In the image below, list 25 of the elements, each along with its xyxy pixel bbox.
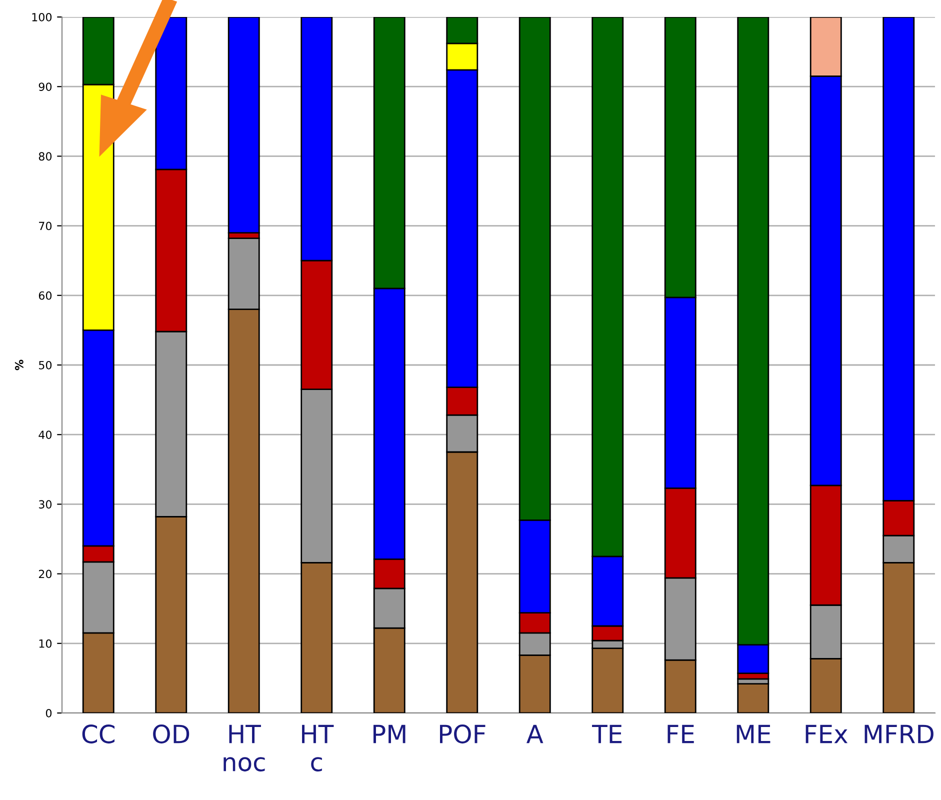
x-tick-label: FE [668, 724, 694, 744]
y-tick-label: 100 [32, 12, 52, 22]
y-tick-label: 50 [38, 360, 52, 370]
x-tick-label: OD [153, 724, 190, 744]
y-tick-label: 30 [38, 500, 52, 509]
x-tick-label: PM [374, 724, 406, 744]
y-tick-label: 10 [39, 639, 52, 648]
y-tick-label: 90 [38, 82, 52, 91]
x-tick-label: POF [440, 724, 486, 744]
y-axis-title: % [14, 360, 24, 370]
x-tick-label: MFRD [864, 724, 934, 744]
bar [737, 683, 770, 713]
x-tick-label: A [526, 724, 544, 744]
x-tick-label: HT c [302, 724, 334, 772]
x-tick-label: ME [736, 724, 770, 744]
y-tick-label: 80 [38, 152, 52, 161]
y-tick-label: 60 [38, 291, 52, 300]
x-tick-label: CC [82, 724, 114, 744]
y-tick-label: 40 [38, 430, 52, 439]
x-tick-label: TE [592, 724, 622, 744]
y-tick-label: 70 [39, 222, 52, 230]
y-tick-label: 0 [46, 708, 52, 718]
y-tick-label: 20 [38, 570, 52, 578]
x-tick-label: FEx [806, 724, 848, 744]
x-tick-label: HT noc [224, 724, 265, 772]
